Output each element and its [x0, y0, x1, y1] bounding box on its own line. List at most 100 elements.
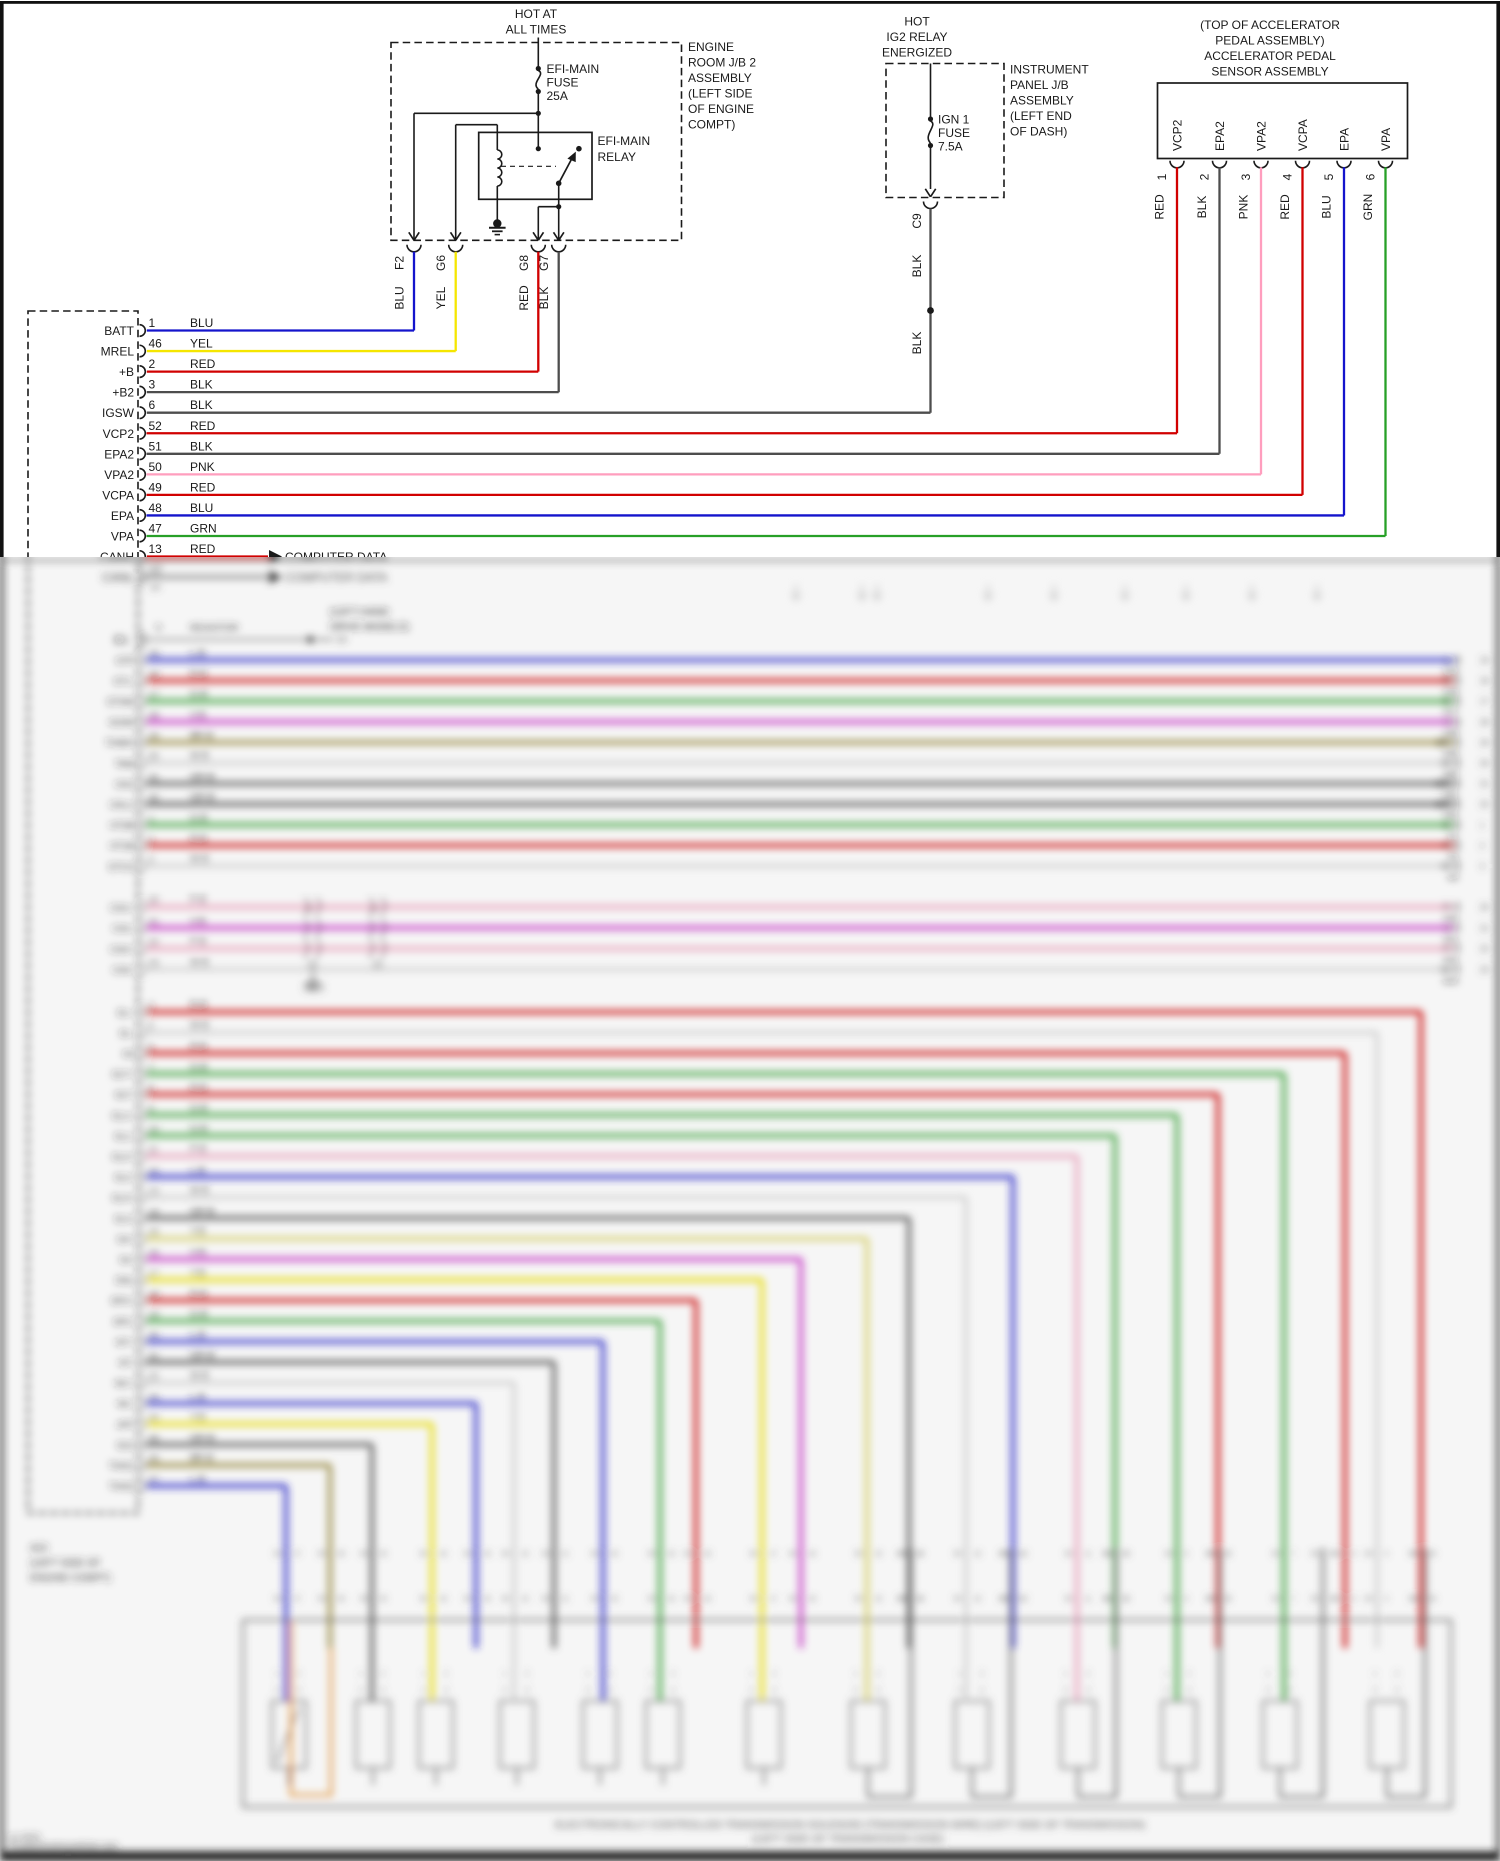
svg-text:E5: E5	[1413, 1551, 1422, 1558]
svg-text:CA2+: CA2+	[110, 943, 134, 954]
svg-text:21: 21	[149, 1350, 159, 1361]
svg-text:E5: E5	[648, 1596, 657, 1603]
svg-text:OF ENGINE: OF ENGINE	[688, 102, 754, 116]
svg-text:22: 22	[149, 1371, 159, 1382]
svg-text:IGN 1: IGN 1	[938, 113, 970, 127]
svg-text:4: 4	[1086, 1687, 1090, 1694]
svg-text:E21: E21	[117, 1439, 134, 1450]
svg-text:4: 4	[772, 1687, 776, 1694]
svg-text:E5: E5	[1065, 1551, 1074, 1558]
svg-text:1: 1	[586, 1671, 590, 1678]
svg-text:48: 48	[149, 501, 163, 515]
svg-text:SL+: SL+	[117, 1007, 134, 1018]
svg-text:E5: E5	[999, 1551, 1008, 1558]
svg-text:3: 3	[1064, 1687, 1068, 1694]
svg-text:A3: A3	[1448, 872, 1459, 882]
svg-text:BLU: BLU	[190, 501, 213, 515]
svg-text:RED: RED	[190, 542, 216, 556]
svg-text:E5: E5	[1206, 1596, 1215, 1603]
svg-text:SP2+: SP2+	[111, 1295, 135, 1306]
svg-text:V-B: V-B	[190, 916, 206, 927]
svg-text:GR-B: GR-B	[190, 1433, 215, 1444]
svg-text:1: 1	[958, 1671, 962, 1678]
svg-text:OX2: OX2	[115, 778, 134, 789]
svg-text:SR: SR	[372, 961, 383, 970]
svg-text:49: 49	[149, 480, 163, 494]
svg-text:VPA: VPA	[111, 530, 134, 544]
svg-text:SHLD: SHLD	[303, 984, 325, 993]
svg-text:GR-B: GR-B	[1435, 779, 1460, 790]
svg-text:SL1+: SL1+	[112, 1110, 135, 1121]
svg-text:E5: E5	[684, 1551, 693, 1558]
svg-text:W-B: W-B	[190, 855, 209, 866]
svg-text:THWO: THWO	[105, 737, 134, 748]
svg-text:FUSE: FUSE	[938, 126, 970, 140]
svg-text:V-B: V-B	[190, 1248, 206, 1259]
svg-text:GR-B: GR-B	[190, 1351, 215, 1362]
svg-text:FUSE: FUSE	[547, 76, 579, 90]
svg-text:E5: E5	[1333, 1551, 1342, 1558]
svg-text:18: 18	[703, 1551, 711, 1558]
svg-text:IGSW: IGSW	[109, 717, 134, 728]
svg-text:E5: E5	[591, 1596, 600, 1603]
svg-text:W-B: W-B	[190, 958, 209, 969]
svg-text:13: 13	[973, 1551, 981, 1558]
svg-text:G6: G6	[434, 255, 448, 271]
svg-text:E5: E5	[1311, 1551, 1320, 1558]
svg-text:24: 24	[439, 1551, 447, 1558]
svg-text:E5: E5	[591, 1551, 600, 1558]
svg-text:E5: E5	[899, 1551, 908, 1558]
svg-text:14: 14	[149, 1206, 159, 1217]
svg-text:1: 1	[149, 813, 154, 824]
svg-text:E5: E5	[954, 1551, 963, 1558]
svg-text:A20: A20	[1443, 913, 1458, 923]
svg-text:R-B: R-B	[190, 1289, 207, 1300]
svg-text:E5: E5	[274, 1596, 283, 1603]
svg-text:G-B: G-B	[190, 690, 208, 701]
svg-text:CA1+: CA1+	[110, 902, 134, 913]
svg-text:29: 29	[149, 730, 159, 741]
svg-text:A23: A23	[1443, 975, 1458, 985]
svg-text:YEL: YEL	[434, 286, 448, 309]
svg-text:2: 2	[381, 1671, 385, 1678]
svg-text:24: 24	[439, 1596, 447, 1603]
svg-text:1: 1	[1165, 1671, 1169, 1678]
svg-text:CANL: CANL	[102, 571, 134, 585]
svg-text:MREL: MREL	[101, 345, 135, 359]
svg-text:3: 3	[1480, 862, 1485, 871]
svg-text:E5: E5	[1413, 1596, 1422, 1603]
svg-text:15: 15	[874, 1596, 882, 1603]
svg-text:4: 4	[1288, 1687, 1292, 1694]
svg-text:21: 21	[1480, 924, 1489, 933]
svg-text:E5: E5	[360, 1596, 369, 1603]
svg-text:G7: G7	[537, 255, 551, 271]
svg-text:4: 4	[980, 1687, 984, 1694]
svg-text:9: 9	[1123, 1551, 1127, 1558]
svg-text:4: 4	[876, 1687, 880, 1694]
svg-text:4: 4	[297, 1687, 301, 1694]
svg-text:26: 26	[149, 1453, 159, 1464]
svg-text:18: 18	[149, 1288, 159, 1299]
svg-text:ASSEMBLY: ASSEMBLY	[1010, 94, 1074, 108]
svg-text:SL1-: SL1-	[114, 1130, 134, 1141]
svg-text:5: 5	[1384, 1551, 1388, 1558]
svg-text:5: 5	[1322, 173, 1336, 180]
svg-text:9: 9	[1432, 1551, 1436, 1558]
svg-text:1: 1	[1266, 1671, 1270, 1678]
svg-text:E5: E5	[1272, 1551, 1281, 1558]
svg-text:IG2 RELAY: IG2 RELAY	[886, 30, 947, 44]
svg-text:6: 6	[149, 1041, 154, 1052]
svg-text:22: 22	[1480, 945, 1489, 954]
svg-text:51: 51	[149, 439, 163, 453]
svg-text:E5: E5	[502, 1596, 511, 1603]
svg-text:3: 3	[1165, 1687, 1169, 1694]
svg-text:2: 2	[444, 1671, 448, 1678]
svg-text:16: 16	[808, 1551, 816, 1558]
svg-text:6: 6	[149, 398, 156, 412]
svg-text:18: 18	[1480, 677, 1489, 686]
svg-text:CANH: CANH	[100, 550, 134, 564]
svg-text:GR-B: GR-B	[190, 772, 215, 783]
svg-text:G-B: G-B	[190, 1104, 208, 1115]
svg-text:SL3-: SL3-	[114, 1213, 134, 1224]
svg-text:23: 23	[149, 1391, 159, 1402]
